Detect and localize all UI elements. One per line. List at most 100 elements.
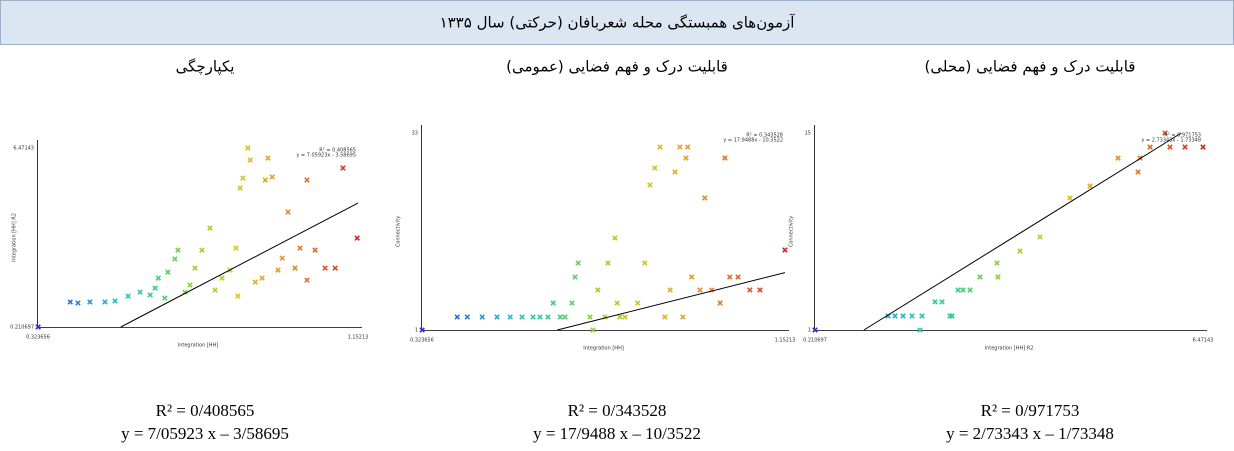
scatter-point: [340, 165, 346, 171]
fit-annotation: R² = 0.408565: [319, 148, 356, 154]
y-tick-label: 1: [415, 328, 418, 334]
scatter-point: [1167, 144, 1173, 150]
scatter-point: [569, 300, 575, 306]
trend-line: [557, 272, 786, 331]
scatter-point: [240, 175, 246, 181]
scatter-point: [892, 313, 898, 319]
scatter-point: [237, 185, 243, 191]
scatter-point: [722, 155, 728, 161]
scatter-point: [285, 209, 291, 215]
scatter-point: [1037, 234, 1043, 240]
scatter-point: [297, 245, 303, 251]
scatter-point: [199, 247, 205, 253]
scatter-point: [35, 324, 41, 330]
scatter-point: [587, 314, 593, 320]
scatter-point: [977, 274, 983, 280]
scatter-point: [454, 314, 460, 320]
scatter-point: [662, 314, 668, 320]
scatter-point: [909, 313, 915, 319]
scatter-point: [519, 314, 525, 320]
scatter-point: [464, 314, 471, 320]
scatter-point: [812, 327, 818, 333]
scatter-point: [747, 287, 753, 293]
scatter-point: [1182, 144, 1188, 150]
fit-caption: R² = 0/408565: [156, 401, 255, 420]
scatter-point: [322, 265, 328, 271]
fit-annotation: R² = 0.971753: [1164, 133, 1201, 139]
x-tick-label: 0.210697: [803, 338, 827, 344]
scatter-point: [304, 277, 310, 283]
scatter-point: [572, 274, 578, 280]
figure-title: آزمون‌های همبستگی محله شعربافان (حرکتی) …: [440, 14, 796, 32]
scatter-point: [162, 295, 168, 301]
y-tick-label: 33: [412, 131, 418, 137]
scatter-point: [147, 292, 153, 298]
scatter-point: [757, 287, 763, 293]
scatter-point: [252, 279, 258, 285]
x-axis-label: Integration [HH] R2: [985, 346, 1034, 352]
scatter-point: [507, 314, 513, 320]
y-axis-label: Connectivity: [789, 216, 795, 247]
y-tick-label: 15: [805, 131, 811, 137]
scatter-point: [622, 314, 628, 320]
x-tick-label: 0.323656: [410, 338, 434, 344]
scatter-point: [125, 293, 131, 299]
scatter-point: [595, 287, 601, 293]
scatter-point: [165, 269, 171, 275]
scatter-point: [354, 235, 360, 241]
scatter-point: [684, 144, 691, 150]
scatter-point: [419, 327, 425, 333]
scatter-point: [932, 299, 938, 305]
scatter-point: [259, 275, 265, 281]
x-tick-label: 1.15213: [348, 335, 369, 341]
scatter-point: [726, 274, 733, 280]
scatter-point: [995, 274, 1001, 280]
chart-heading: یکپارچگی: [176, 58, 235, 77]
scatter-point: [1017, 248, 1023, 254]
scatter-point: [605, 260, 611, 266]
header-band: [0, 0, 1234, 45]
fit-caption: y = 2/73343 x – 1/73348: [946, 424, 1114, 443]
scatter-point: [87, 299, 93, 305]
scatter-point: [265, 155, 271, 161]
scatter-point: [590, 327, 596, 333]
scatter-point: [137, 289, 143, 295]
scatter-point: [782, 247, 788, 253]
trend-line: [863, 132, 1182, 331]
y-tick-label: 1: [808, 328, 811, 334]
x-tick-label: 0.323656: [26, 335, 50, 341]
scatter-point: [75, 300, 81, 306]
scatter-point: [537, 314, 543, 320]
scatter-point: [275, 267, 281, 273]
scatter-point: [279, 255, 286, 261]
y-tick-label: 6.47143: [13, 146, 34, 152]
scatter-point: [247, 157, 253, 163]
scatter-point: [312, 247, 318, 253]
x-tick-label: 6.47143: [1193, 338, 1214, 344]
fit-annotation: y = 2.73343x - 1.73348: [1141, 138, 1201, 144]
scatter-point: [697, 287, 703, 293]
fit-caption: y = 17/9488 x – 10/3522: [533, 424, 701, 443]
fit-annotation: y = 17.9488x - 10.3522: [723, 138, 783, 144]
scatter-point: [175, 247, 181, 253]
x-tick-label: 1.15213: [775, 338, 796, 344]
y-axis-label: Integration [HH] R2: [12, 213, 18, 262]
scatter-point: [575, 260, 581, 266]
scatter-point: [112, 298, 118, 304]
scatter-point: [1147, 144, 1153, 150]
x-axis-label: Integration [HH]: [178, 343, 219, 349]
scatter-point: [960, 287, 966, 293]
y-axis-label: Connectivity: [396, 216, 402, 247]
scatter-point: [292, 265, 298, 271]
scatter-point: [152, 285, 158, 291]
scatter-point: [701, 195, 708, 201]
scatter-point: [219, 275, 225, 281]
scatter-point: [192, 265, 198, 271]
scatter-point: [187, 282, 193, 288]
scatter-point: [955, 287, 961, 293]
scatter-point: [677, 144, 683, 150]
scatter-point: [735, 274, 741, 280]
scatter-point: [550, 300, 556, 306]
scatter-point: [683, 155, 689, 161]
